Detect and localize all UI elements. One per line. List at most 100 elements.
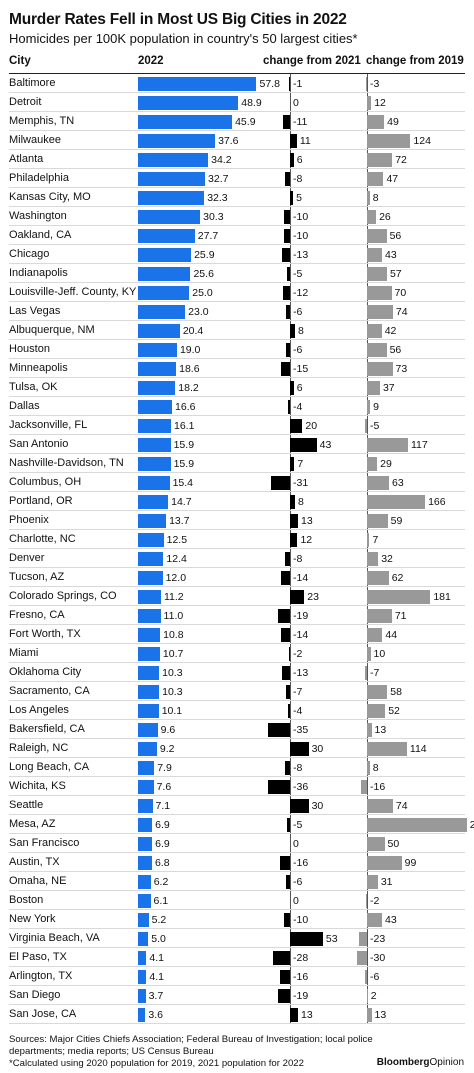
- change-2021-bar: [290, 133, 297, 148]
- change-2019-label: 29: [380, 457, 392, 470]
- footer: Sources: Major Cities Chiefs Association…: [9, 1034, 389, 1070]
- logo-section: Opinion: [429, 1057, 464, 1068]
- change-2019-bar: [367, 285, 392, 300]
- change-2019-bar: [366, 893, 367, 908]
- rate-value-label: 37.6: [218, 134, 239, 147]
- city-label: Houston: [9, 343, 50, 355]
- rate-bar: [138, 855, 152, 870]
- row-divider: [9, 111, 465, 112]
- change-2021-label: -8: [293, 552, 303, 565]
- rate-value-label: 3.7: [148, 989, 164, 1002]
- row-divider: [9, 947, 465, 948]
- rate-bar: [138, 779, 154, 794]
- change-2019-bar: [367, 874, 378, 889]
- row-divider: [9, 415, 465, 416]
- change-2019-bar: [367, 1007, 372, 1022]
- change-2021-label: 43: [319, 438, 332, 451]
- city-label: Minneapolis: [9, 362, 68, 374]
- change-2019-bar: [367, 95, 372, 110]
- rate-value-label: 25.0: [192, 286, 213, 299]
- change-2019-label: 9: [373, 400, 379, 413]
- change-2019-label: -3: [370, 77, 380, 90]
- change-2019-bar: [367, 361, 393, 376]
- change-2021-bar: [283, 228, 290, 243]
- row-divider: [9, 301, 465, 302]
- change-2021-bar: [290, 494, 295, 509]
- change-2021-bar: [290, 323, 295, 338]
- change-2019-bar: [367, 437, 408, 452]
- row-divider: [9, 605, 465, 606]
- change-2019-zero-line: [367, 74, 368, 1024]
- rate-value-label: 30.3: [203, 210, 224, 223]
- change-2021-label: -6: [293, 343, 303, 356]
- row-divider: [9, 985, 465, 986]
- change-2019-bar: [361, 779, 367, 794]
- rate-value-label: 45.9: [235, 115, 256, 128]
- change-2021-bar: [290, 532, 298, 547]
- change-2019-bar: [367, 703, 386, 718]
- rate-value-label: 15.9: [173, 457, 195, 470]
- change-2019-bar: [367, 323, 382, 338]
- rate-value-label: 15.9: [173, 438, 195, 451]
- change-2019-bar: [367, 722, 372, 737]
- city-label: Raleigh, NC: [9, 742, 69, 754]
- city-label: San Antonio: [9, 438, 69, 450]
- city-label: Detroit: [9, 96, 42, 108]
- change-2019-bar: [367, 247, 383, 262]
- change-2021-label: -6: [293, 875, 303, 888]
- change-2019-label: 43: [385, 248, 397, 261]
- change-2019-bar: [367, 836, 385, 851]
- change-2021-label: 6: [296, 381, 303, 394]
- change-2021-label: -5: [293, 267, 303, 280]
- rate-bar: [138, 399, 173, 414]
- city-label: Columbus, OH: [9, 476, 82, 488]
- rate-bar: [138, 988, 146, 1003]
- rate-value-label: 3.6: [148, 1008, 163, 1021]
- city-label: San Francisco: [9, 837, 80, 849]
- change-2019-bar: [367, 760, 370, 775]
- change-2021-label: -19: [293, 989, 309, 1002]
- change-2019-label: 13: [374, 723, 387, 736]
- change-2021-label: -8: [293, 761, 303, 774]
- change-2021-label: -16: [293, 856, 309, 869]
- rate-bar: [138, 912, 149, 927]
- rate-value-label: 10.3: [162, 666, 183, 679]
- change-2019-label: 37: [382, 381, 395, 394]
- change-2021-label: -4: [293, 704, 303, 717]
- change-2021-label: -36: [293, 780, 309, 793]
- rate-bar: [138, 152, 209, 167]
- city-label: Milwaukee: [9, 134, 61, 146]
- row-divider: [9, 529, 465, 530]
- rate-value-label: 4.1: [149, 951, 164, 964]
- change-2019-label: 44: [385, 628, 398, 641]
- city-label: San Jose, CA: [9, 1008, 77, 1020]
- city-label: Phoenix: [9, 514, 49, 526]
- footer-note: *Calculated using 2020 population for 20…: [9, 1058, 304, 1069]
- rate-value-label: 9.6: [160, 723, 176, 736]
- rate-bar: [138, 798, 153, 813]
- row-divider: [9, 776, 465, 777]
- row-divider: [9, 567, 465, 568]
- change-2019-bar: [367, 741, 407, 756]
- change-2021-bar: [290, 589, 305, 604]
- change-2021-bar: [290, 418, 303, 433]
- change-2019-label: 70: [394, 286, 407, 299]
- change-2021-bar: [281, 570, 290, 585]
- change-2021-label: -15: [293, 362, 309, 375]
- rate-bar: [138, 437, 171, 452]
- row-divider: [9, 814, 465, 815]
- change-2021-label: -10: [293, 913, 309, 926]
- rate-bar: [138, 76, 257, 91]
- rate-value-label: 11.2: [163, 590, 184, 603]
- rate-value-label: 14.7: [171, 495, 192, 508]
- rate-bar: [138, 247, 192, 262]
- rate-bar: [138, 228, 195, 243]
- row-divider: [9, 472, 465, 473]
- change-2021-bar: [283, 912, 290, 927]
- change-2019-label: -23: [370, 932, 386, 945]
- change-2019-label: 12: [374, 96, 386, 109]
- change-2019-bar: [367, 228, 387, 243]
- change-2019-label: -16: [370, 780, 386, 793]
- change-2019-label: 99: [404, 856, 417, 869]
- change-2019-bar: [367, 266, 387, 281]
